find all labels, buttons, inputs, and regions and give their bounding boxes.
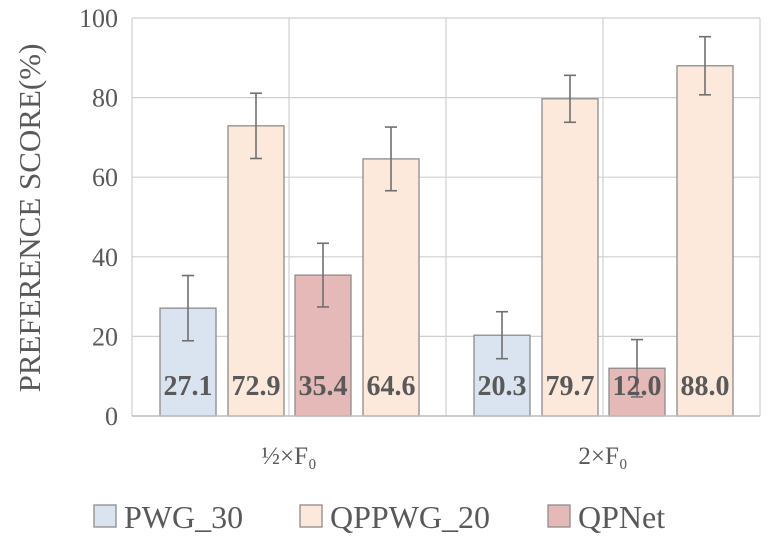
data-label: 64.6 <box>367 371 416 402</box>
bar-qppwg-20 <box>362 158 420 417</box>
y-tick-label: 100 <box>79 4 118 33</box>
category-label: 2×F₀ <box>578 443 627 470</box>
y-tick-label: 60 <box>92 163 118 192</box>
data-label: 79.7 <box>546 371 595 402</box>
legend-swatch <box>547 504 571 528</box>
y-tick-label: 20 <box>92 322 118 351</box>
data-label: 27.1 <box>164 371 213 402</box>
legend: PWG_30 QPPWG_20 QPNet <box>93 499 665 535</box>
data-label: 35.4 <box>299 371 348 402</box>
data-label: 20.3 <box>478 371 527 402</box>
data-label: 12.0 <box>613 371 662 402</box>
y-tick-label: 0 <box>105 402 118 431</box>
legend-label: QPNet <box>578 499 665 535</box>
legend-label: QPPWG_20 <box>330 499 490 535</box>
y-axis-label: PREFERENCE SCORE(%) <box>12 44 47 393</box>
bar-qppwg-20 <box>676 65 734 417</box>
labels-layer: 0 20 40 60 80 100 27.1 72.9 35.4 64.6 ½×F₀ 20.3 79.7… <box>79 4 730 470</box>
bars-layer <box>159 35 734 417</box>
bar-qppwg-20 <box>541 98 599 417</box>
legend-swatch <box>299 504 323 528</box>
legend-swatch <box>93 504 117 528</box>
data-label: 72.9 <box>232 371 281 402</box>
data-label: 88.0 <box>681 371 730 402</box>
bar-qppwg-20 <box>227 125 285 417</box>
y-tick-label: 40 <box>92 243 118 272</box>
grid-layer <box>131 17 761 417</box>
category-label: ½×F₀ <box>261 443 316 470</box>
legend-label: PWG_30 <box>124 499 243 535</box>
y-tick-label: 80 <box>92 84 118 113</box>
